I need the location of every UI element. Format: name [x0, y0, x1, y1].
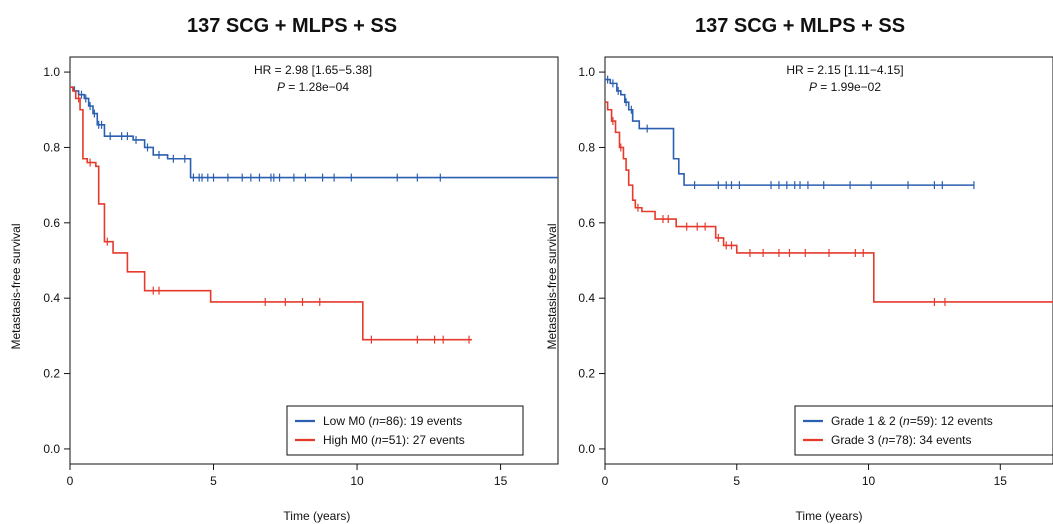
p-symbol: P — [277, 80, 285, 94]
legend-box — [794, 405, 1053, 456]
legend-n: n — [375, 433, 382, 447]
p-value: = 1.28e−04 — [285, 80, 349, 94]
y-tick-label: 0.8 — [43, 140, 60, 154]
survival-curve — [605, 101, 1053, 303]
y-tick-label: 0.4 — [578, 291, 595, 305]
survival-curve — [605, 78, 974, 186]
legend-prefix: Low M0 ( — [323, 414, 372, 428]
y-tick-label: 0.0 — [43, 442, 60, 456]
x-tick-label: 0 — [67, 474, 74, 488]
x-tick-label: 5 — [733, 474, 740, 488]
y-axis-label: Metastasis-free survival — [545, 223, 559, 349]
legend-suffix: =59): 12 events — [910, 414, 993, 428]
legend-entry: Grade 1 & 2 (n=59): 12 events — [831, 414, 993, 428]
legend-prefix: Grade 1 & 2 ( — [831, 414, 903, 428]
survival-curve — [70, 86, 558, 179]
km-series-1 — [70, 86, 558, 182]
km-panel-1: 137 SCG + MLPS + SS 0.0 0.2 0.4 0.6 0.8 1.0 0 5 1… — [9, 15, 559, 523]
p-value-text: P = 1.28e−04 — [277, 80, 349, 94]
chart-title: 137 SCG + MLPS + SS — [695, 15, 905, 37]
legend-entry: Grade 3 (n=78): 34 events — [831, 433, 971, 447]
p-symbol: P — [809, 80, 817, 94]
plot-frame — [604, 56, 1053, 465]
km-series-2 — [70, 86, 472, 344]
legend-prefix: High M0 ( — [323, 433, 375, 447]
x-axis-label: Time (years) — [283, 509, 350, 523]
y-tick-label: 0.8 — [578, 140, 595, 154]
y-tick-label: 0.0 — [578, 442, 595, 456]
plot-frame — [69, 56, 559, 465]
hazard-ratio-text: HR = 2.98 [1.65−5.38] — [254, 63, 372, 77]
x-tick-label: 10 — [350, 474, 364, 488]
y-tick-label: 0.2 — [43, 367, 60, 381]
y-tick-label: 0.2 — [578, 367, 595, 381]
hazard-ratio-text: HR = 2.15 [1.11−4.15] — [786, 63, 903, 77]
km-panel-2: 137 SCG + MLPS + SS 0.0 0.2 0.4 0.6 0.8 1.0 0 5 1… — [545, 15, 1053, 523]
y-tick-label: 0.6 — [578, 216, 595, 230]
legend-n: n — [372, 414, 379, 428]
legend-suffix: =78): 34 events — [888, 433, 971, 447]
x-tick-label: 15 — [994, 474, 1008, 488]
x-tick-label: 0 — [602, 474, 609, 488]
p-value: = 1.99e−02 — [817, 80, 881, 94]
x-tick-label: 15 — [494, 474, 508, 488]
x-axis-label: Time (years) — [796, 509, 863, 523]
survival-curve — [70, 86, 472, 341]
y-tick-label: 0.4 — [43, 291, 60, 305]
legend-n: n — [903, 414, 910, 428]
legend-prefix: Grade 3 ( — [831, 433, 882, 447]
km-series-2 — [605, 101, 1053, 306]
legend-suffix: =86): 19 events — [379, 414, 462, 428]
y-tick-label: 1.0 — [578, 65, 595, 79]
y-axis-label: Metastasis-free survival — [9, 223, 23, 349]
legend-box — [286, 405, 524, 456]
legend-n: n — [882, 433, 889, 447]
x-tick-label: 10 — [862, 474, 876, 488]
km-series-1 — [605, 75, 975, 190]
x-tick-label: 5 — [210, 474, 217, 488]
p-value-text: P = 1.99e−02 — [809, 80, 881, 94]
chart-title: 137 SCG + MLPS + SS — [187, 15, 397, 37]
y-tick-label: 0.6 — [43, 216, 60, 230]
legend-entry: High M0 (n=51): 27 events — [323, 433, 465, 447]
legend-suffix: =51): 27 events — [382, 433, 465, 447]
y-tick-label: 1.0 — [43, 65, 60, 79]
legend-entry: Low M0 (n=86): 19 events — [323, 414, 462, 428]
